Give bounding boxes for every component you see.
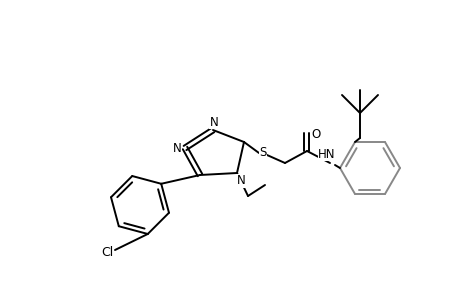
Text: N: N: [172, 142, 181, 154]
Text: N: N: [209, 116, 218, 128]
Text: O: O: [311, 128, 320, 142]
Text: Cl: Cl: [101, 247, 113, 260]
Text: N: N: [236, 175, 245, 188]
Text: S: S: [259, 146, 266, 160]
Text: HN: HN: [318, 148, 335, 160]
